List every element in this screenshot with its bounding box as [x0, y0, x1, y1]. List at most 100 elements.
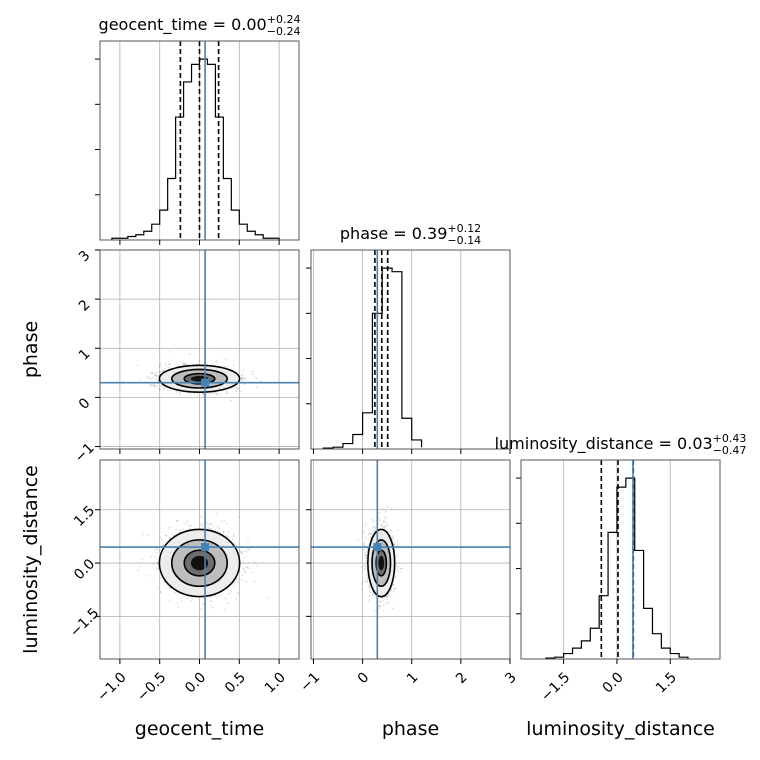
scatter-point	[240, 376, 243, 379]
histogram-step	[111, 58, 280, 240]
scatter-point	[168, 527, 170, 529]
scatter-point	[363, 542, 366, 545]
scatter-point	[175, 529, 178, 531]
scatter-point	[399, 571, 402, 573]
scatter-point	[396, 544, 399, 546]
histogram-step	[322, 267, 423, 449]
scatter-point	[397, 528, 399, 531]
scatter-point	[374, 610, 377, 612]
scatter-point	[176, 519, 179, 522]
scatter-point	[152, 563, 155, 566]
scatter-point	[399, 567, 402, 570]
scatter-point	[160, 591, 162, 594]
scatter-point	[186, 519, 188, 522]
scatter-point	[208, 522, 211, 525]
y-tick-label: 1	[76, 346, 94, 364]
scatter-point	[226, 522, 229, 525]
scatter-point	[368, 583, 371, 586]
scatter-point	[183, 362, 185, 365]
scatter-point	[165, 534, 168, 537]
scatter-point	[392, 537, 395, 540]
scatter-point	[396, 540, 399, 543]
scatter-point	[391, 535, 394, 538]
scatter-point	[384, 516, 386, 519]
scatter-point	[396, 553, 399, 556]
x-tick-label: −1.0	[94, 669, 129, 704]
scatter-point	[239, 550, 242, 553]
scatter-point	[384, 525, 387, 528]
x-tick-label: −1	[297, 669, 323, 695]
panel-title: phase = 0.39+0.12−0.14	[340, 222, 481, 247]
scatter-point	[209, 600, 212, 603]
scatter-point	[154, 555, 156, 558]
scatter-point	[156, 548, 159, 550]
scatter-point	[382, 609, 385, 612]
scatter-point	[369, 531, 372, 534]
scatter-point	[242, 376, 245, 379]
scatter-point	[216, 359, 218, 362]
scatter-point	[371, 517, 374, 520]
scatter-point	[366, 579, 369, 582]
title-text: geocent_time = 0.00+0.24	[99, 13, 301, 35]
scatter-point	[385, 595, 388, 598]
scatter-point	[378, 511, 380, 514]
scatter-point	[378, 517, 381, 520]
scatter-point	[230, 399, 232, 402]
scatter-point	[180, 600, 183, 602]
scatter-point	[142, 532, 144, 535]
scatter-point	[365, 522, 367, 525]
scatter-point	[364, 554, 367, 556]
scatter-point	[211, 606, 214, 609]
scatter-point	[393, 588, 396, 590]
x-tick-label: 1.5	[653, 669, 680, 696]
panel-title: luminosity_distance = 0.03+0.43−0.47	[495, 432, 747, 457]
scatter-point	[366, 548, 369, 550]
scatter-point	[387, 593, 390, 596]
scatter-point	[200, 608, 203, 610]
scatter-point	[176, 606, 179, 608]
scatter-point	[235, 598, 238, 600]
scatter-point	[243, 556, 246, 559]
scatter-point	[390, 530, 393, 532]
title-plus: +0.24	[267, 13, 301, 26]
scatter-point	[240, 550, 243, 553]
scatter-point	[253, 580, 256, 583]
scatter-point	[392, 540, 395, 543]
scatter-point	[201, 392, 204, 395]
scatter-point	[180, 361, 183, 364]
x-axis-label-luminosity_distance: luminosity_distance	[526, 718, 715, 740]
title-median: 0.00	[231, 15, 267, 34]
scatter-point	[154, 371, 157, 374]
scatter-point	[181, 528, 184, 531]
scatter-point	[205, 522, 208, 525]
scatter-point	[162, 543, 165, 546]
y-tick-label: 0	[76, 395, 94, 413]
scatter-point	[234, 580, 237, 583]
scatter-point	[150, 378, 153, 380]
panel-content	[100, 460, 299, 659]
y-tick-label: −1.5	[67, 605, 102, 640]
scatter-point	[159, 590, 162, 593]
scatter-point	[380, 522, 383, 525]
scatter-point	[214, 595, 216, 598]
scatter-point	[145, 375, 148, 378]
scatter-point	[242, 549, 245, 552]
scatter-point	[364, 564, 367, 567]
scatter-point	[267, 597, 270, 599]
panel-title: geocent_time = 0.00+0.24−0.24	[99, 13, 301, 38]
scatter-point	[226, 391, 229, 394]
scatter-point	[209, 527, 212, 530]
scatter-point	[236, 581, 239, 584]
scatter-point	[368, 585, 371, 588]
scatter-point	[378, 604, 381, 607]
y-tick-label: 2	[76, 297, 94, 315]
scatter-point	[386, 524, 389, 526]
scatter-point	[253, 560, 256, 563]
scatter-point	[379, 519, 381, 522]
scatter-point	[392, 590, 395, 593]
scatter-point	[141, 558, 144, 561]
scatter-point	[155, 551, 158, 554]
scatter-point	[170, 526, 172, 529]
title-text: luminosity_distance = 0.03+0.43	[495, 432, 747, 454]
